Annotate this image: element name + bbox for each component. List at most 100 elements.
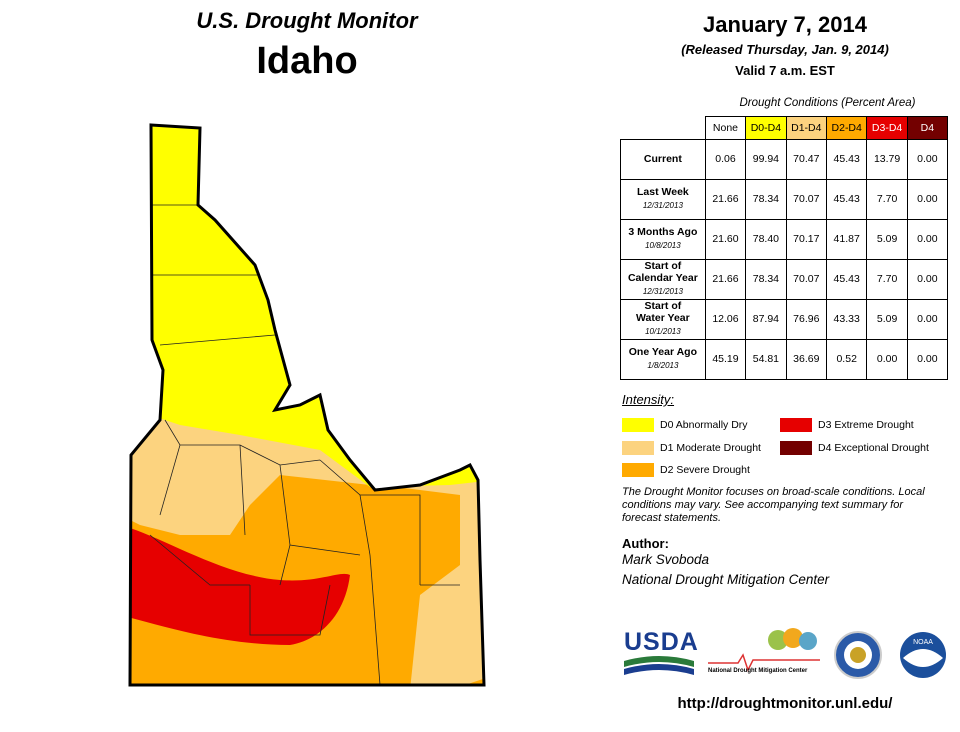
table-row: 3 Months Ago 10/8/2013 21.60 78.40 70.17 41.8… <box>620 218 949 260</box>
value-cell: 0.52 <box>825 338 868 380</box>
legend-swatch <box>780 441 812 455</box>
author-org: National Drought Mitigation Center <box>622 572 830 587</box>
table-row: Current 0.06 99.94 70.47 45.43 13.79 0.00 <box>620 138 949 180</box>
value-cell: 21.66 <box>704 258 747 300</box>
table-row: One Year Ago 1/8/2013 45.19 54.81 36.69 0.52 0… <box>620 338 949 380</box>
ndmc-graphic <box>708 628 820 672</box>
column-header: None <box>704 116 747 140</box>
value-cell: 5.09 <box>866 298 908 340</box>
column-header: D2-D4 <box>825 116 868 140</box>
ndmc-logo: National Drought Mitigation Center <box>708 668 808 674</box>
usda-swoosh <box>624 656 694 675</box>
value-cell: 7.70 <box>866 178 908 220</box>
row-label-line: Current <box>643 153 682 165</box>
doc-seal <box>834 631 882 679</box>
value-cell: 21.60 <box>704 218 747 260</box>
title: U.S. Drought Monitor <box>196 8 418 33</box>
value-cell: 45.43 <box>825 178 868 220</box>
legend-label: D3 Extreme Drought <box>818 419 914 431</box>
legend-swatch <box>780 418 812 432</box>
value-cell: 13.79 <box>866 138 908 180</box>
legend-title: Intensity: <box>622 392 675 407</box>
row-label-line: Last Week <box>637 186 689 198</box>
value-cell: 5.09 <box>866 218 908 260</box>
value-cell: 0.00 <box>906 258 949 300</box>
row-label-line: 3 Months Ago <box>628 226 698 238</box>
row-date: 12/31/2013 <box>642 287 683 296</box>
row-label-line: One Year Ago <box>628 346 698 358</box>
column-header: D1-D4 <box>785 116 827 140</box>
row-label-line: Start of <box>644 260 682 272</box>
url: http://droughtmonitor.unl.edu/ <box>677 695 893 712</box>
noaa-seal: NOAA <box>900 632 946 678</box>
table-row: Start of Water Year 10/1/2013 12.06 87.94 76.… <box>620 298 949 340</box>
value-cell: 36.69 <box>785 338 827 380</box>
value-cell: 0.00 <box>906 338 949 380</box>
row-label: Current <box>620 138 706 180</box>
value-cell: 54.81 <box>745 338 787 380</box>
value-cell: 21.66 <box>704 178 747 220</box>
legend-label: D1 Moderate Drought <box>660 442 761 454</box>
column-header: D0-D4 <box>745 116 787 140</box>
map <box>128 123 486 687</box>
value-cell: 76.96 <box>785 298 827 340</box>
value-cell: 41.87 <box>825 218 868 260</box>
value-cell: 78.34 <box>745 178 787 220</box>
value-cell: 70.07 <box>785 258 827 300</box>
row-date: 10/1/2013 <box>645 327 681 336</box>
value-cell: 45.19 <box>704 338 747 380</box>
note: The Drought Monitor focuses on broad-sca… <box>622 486 925 524</box>
value-cell: 0.06 <box>704 138 747 180</box>
value-cell: 99.94 <box>745 138 787 180</box>
legend-swatch <box>622 441 654 455</box>
value-cell: 87.94 <box>745 298 787 340</box>
column-header: D3-D4 <box>866 116 908 140</box>
value-cell: 7.70 <box>866 258 908 300</box>
row-date: 1/8/2013 <box>647 361 679 370</box>
value-cell: 70.17 <box>785 218 827 260</box>
column-header: D4 <box>906 116 949 140</box>
row-label: Start of Water Year 10/1/2013 <box>620 298 706 340</box>
value-cell: 0.00 <box>906 218 949 260</box>
header-row: None D0-D4 D1-D4 D2-D4 D3-D4 D4 <box>621 116 949 140</box>
value-cell: 0.00 <box>906 298 949 340</box>
value-cell: 45.43 <box>825 138 868 180</box>
legend-label: D2 Severe Drought <box>660 464 750 476</box>
value-cell: 0.00 <box>906 138 949 180</box>
valid: Valid 7 a.m. EST <box>735 63 835 78</box>
table-row: Last Week 12/31/2013 21.66 78.34 70.07 45.43 7… <box>620 178 949 220</box>
row-label-line: Water Year <box>636 312 690 324</box>
row-date: 10/8/2013 <box>645 241 681 250</box>
author-name: Mark Svoboda <box>622 552 710 567</box>
row-label: One Year Ago 1/8/2013 <box>620 338 706 380</box>
legend-label: D0 Abnormally Dry <box>660 419 748 431</box>
value-cell: 43.33 <box>825 298 868 340</box>
row-label-line: Calendar Year <box>627 272 698 284</box>
row-date: 12/31/2013 <box>642 201 683 210</box>
row-label-line: Start of <box>644 300 682 312</box>
state: Idaho <box>256 40 358 82</box>
row-label: 3 Months Ago 10/8/2013 <box>620 218 706 260</box>
legend-label: D4 Exceptional Drought <box>818 442 929 454</box>
table-caption: Drought Conditions (Percent Area) <box>739 97 916 109</box>
usda-logo: USDA <box>624 628 699 656</box>
row-label: Start of Calendar Year 12/31/2013 <box>620 258 706 300</box>
value-cell: 0.00 <box>866 338 908 380</box>
noaa-text: NOAA <box>913 639 933 646</box>
value-cell: 70.07 <box>785 178 827 220</box>
legend-swatch <box>622 463 654 477</box>
date: January 7, 2014 <box>703 12 867 37</box>
conditions-table: None D0-D4 D1-D4 D2-D4 D3-D4 D4 Current 0.06 99.… <box>620 116 949 380</box>
value-cell: 78.34 <box>745 258 787 300</box>
table-row: Start of Calendar Year 12/31/2013 21.66 78.3… <box>620 258 949 300</box>
value-cell: 12.06 <box>704 298 747 340</box>
blank-cell <box>621 117 706 140</box>
released: (Released Thursday, Jan. 9, 2014) <box>681 42 889 57</box>
row-label: Last Week 12/31/2013 <box>620 178 706 220</box>
author-label: Author: <box>622 536 669 551</box>
value-cell: 70.47 <box>785 138 827 180</box>
value-cell: 45.43 <box>825 258 868 300</box>
value-cell: 0.00 <box>906 178 949 220</box>
value-cell: 78.40 <box>745 218 787 260</box>
